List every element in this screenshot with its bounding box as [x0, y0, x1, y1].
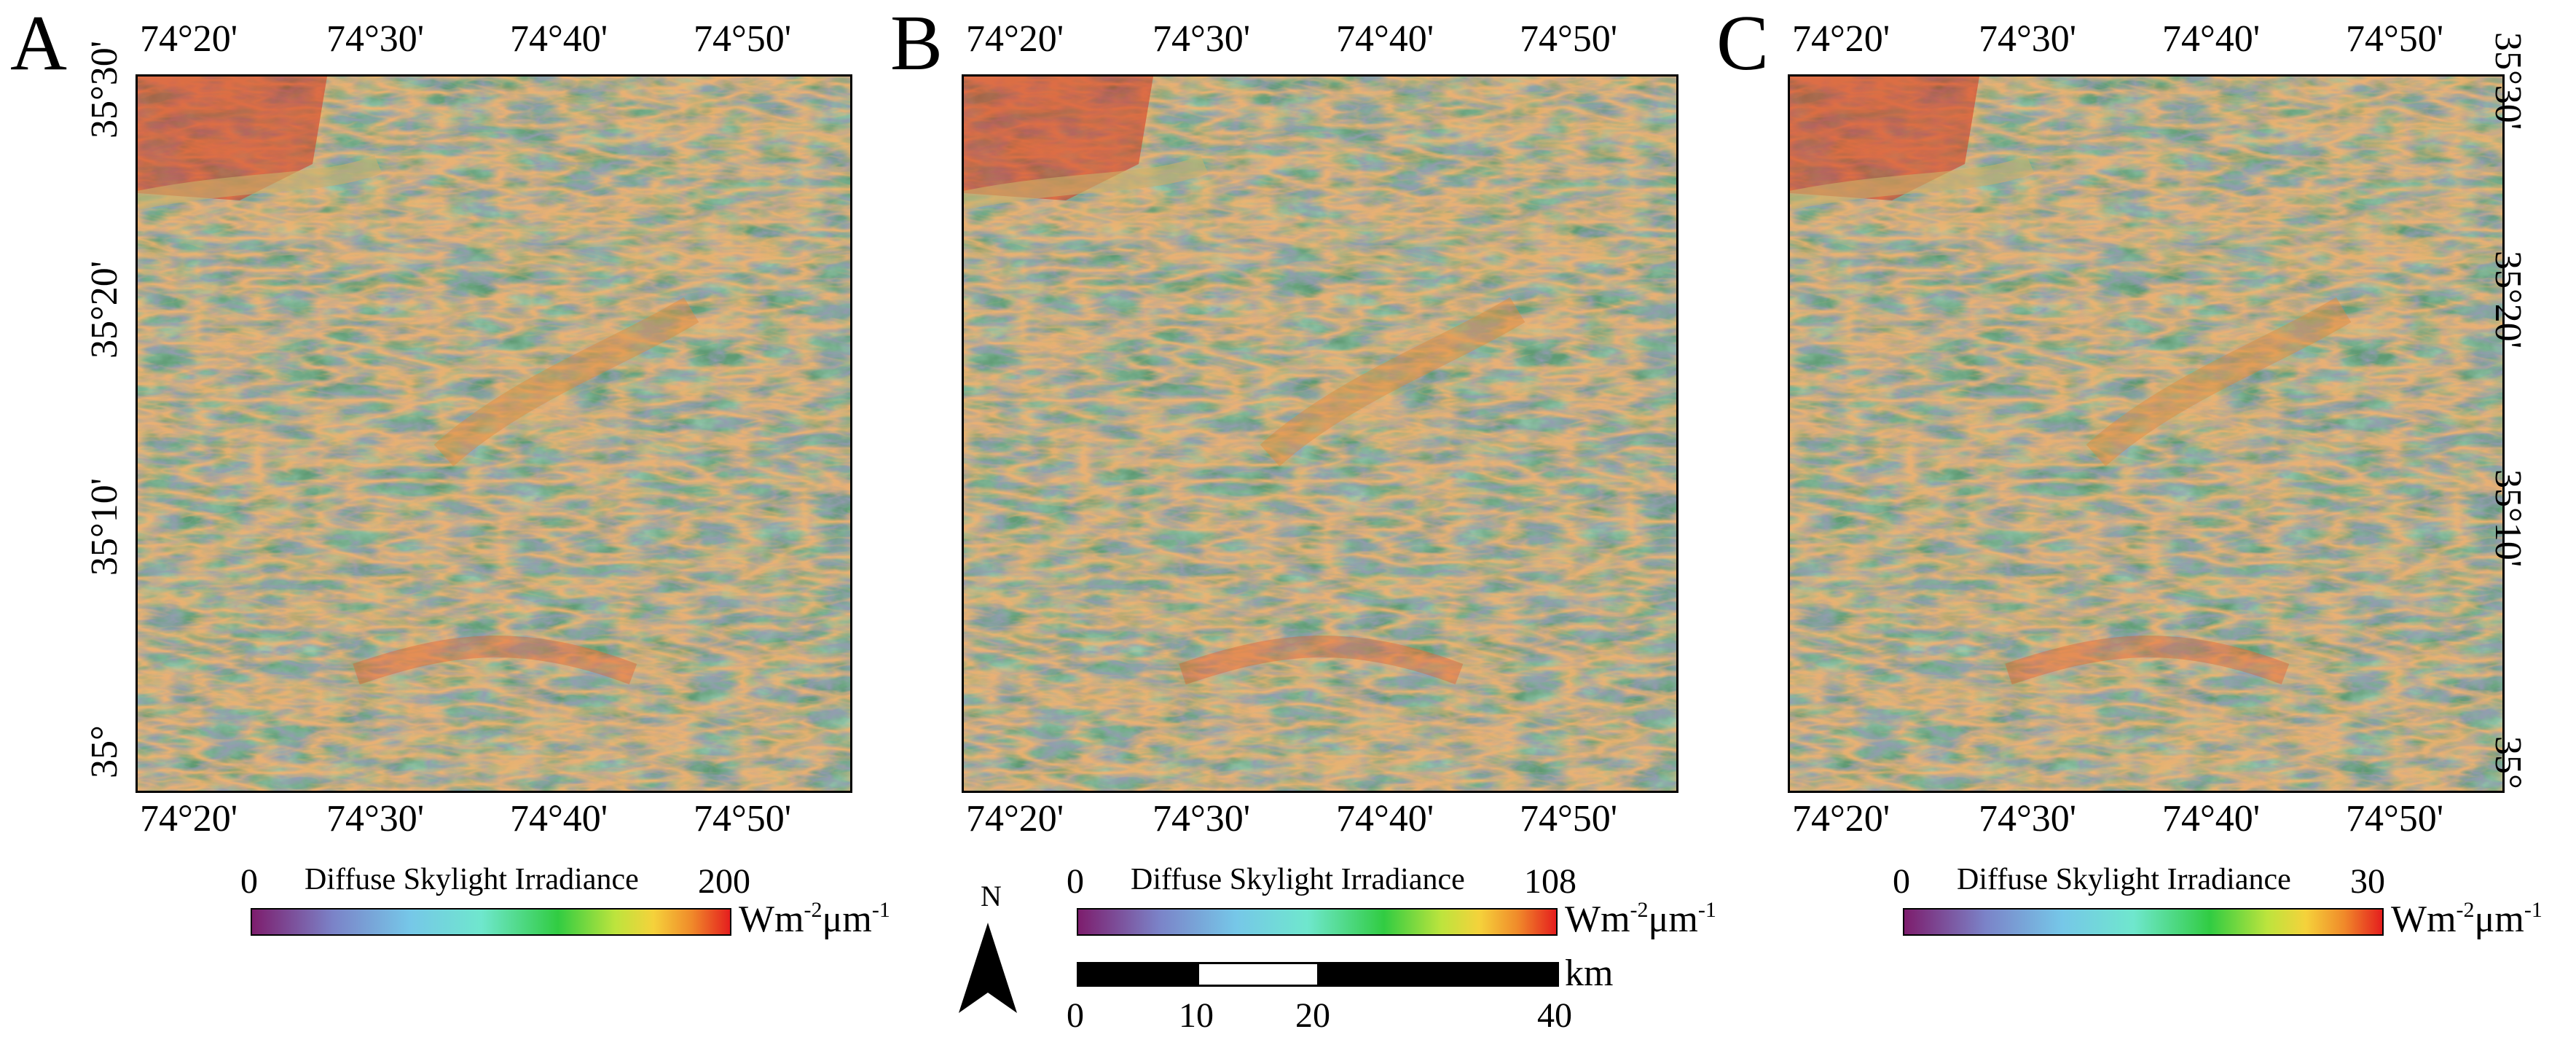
unit-base: Wm [739, 899, 804, 940]
bottom-lon-label: 74°40' [1336, 798, 1434, 840]
unit-base: Wm [2391, 899, 2457, 940]
bottom-lon-label: 74°30' [326, 798, 425, 840]
top-lon-label: 74°30' [326, 18, 425, 60]
scale-seg-2 [1199, 964, 1317, 985]
terrain-map [136, 74, 852, 793]
terrain-map [1788, 74, 2505, 793]
scale-unit: km [1565, 953, 1614, 994]
bottom-lon-label: 74°50' [2346, 798, 2444, 840]
bottom-lon-label: 74°20' [140, 798, 238, 840]
unit-exp: -1 [1697, 898, 1716, 922]
bottom-lon-label: 74°40' [510, 798, 608, 840]
legend-max: 108 [1524, 862, 1576, 901]
legend-unit: Wm-2μm-1 [739, 898, 890, 940]
legend-title: Diffuse Skylight Irradiance [1131, 863, 1465, 896]
legend-min: 0 [1893, 862, 1910, 901]
lat-label: 35°10' [2487, 469, 2529, 568]
scale-bar [1077, 962, 1559, 987]
legend-max: 30 [2350, 862, 2385, 901]
legend-min: 0 [1067, 862, 1084, 901]
top-lon-label: 74°20' [140, 18, 238, 60]
color-ramp-bar [1077, 908, 1558, 936]
panel-letter: C [1716, 0, 1770, 87]
terrain-raster [138, 77, 850, 791]
scale-seg-1 [1079, 964, 1199, 985]
scale-seg-3 [1317, 964, 1557, 985]
top-lon-label: 74°40' [2162, 18, 2261, 60]
bottom-lon-label: 74°30' [1152, 798, 1251, 840]
top-lon-label: 74°40' [1336, 18, 1434, 60]
legend-unit: Wm-2μm-1 [1565, 898, 1716, 940]
terrain-map [962, 74, 1678, 793]
unit-exp: -2 [1630, 898, 1649, 922]
legend-title: Diffuse Skylight Irradiance [305, 863, 639, 896]
top-lon-label: 74°50' [694, 18, 792, 60]
lat-label: 35°20' [2487, 251, 2529, 349]
bottom-lon-label: 74°20' [1792, 798, 1890, 840]
top-lon-label: 74°50' [1520, 18, 1618, 60]
lat-label: 35°30' [2487, 32, 2529, 130]
scale-label: 10 [1179, 996, 1214, 1035]
lat-label: 35°20' [84, 260, 125, 359]
scale-label: 20 [1295, 996, 1330, 1035]
unit-base: Wm [1565, 899, 1630, 940]
north-arrow-icon [959, 923, 1017, 1013]
top-lon-label: 74°30' [1979, 18, 2077, 60]
lat-label: 35°10' [84, 477, 125, 576]
bottom-lon-label: 74°50' [694, 798, 792, 840]
lat-label: 35°30' [84, 40, 125, 138]
top-lon-label: 74°20' [966, 18, 1064, 60]
bottom-lon-label: 74°20' [966, 798, 1064, 840]
top-lon-label: 74°30' [1152, 18, 1251, 60]
panel-b: B 74°20' 74°30' 74°40' 74°50' 74°20' 74°… [826, 0, 1716, 1056]
unit-mid: μm [2474, 899, 2524, 940]
lat-label: 35° [84, 725, 125, 778]
scale-label: 40 [1537, 996, 1572, 1035]
top-lon-label: 74°20' [1792, 18, 1890, 60]
lat-label: 35° [2487, 736, 2529, 789]
color-ramp-bar [251, 908, 731, 936]
panel-letter: B [890, 0, 943, 87]
top-lon-label: 74°40' [510, 18, 608, 60]
bottom-lon-label: 74°40' [2162, 798, 2261, 840]
unit-exp: -2 [2456, 898, 2475, 922]
unit-exp: -1 [2524, 898, 2542, 922]
scale-label: 0 [1067, 996, 1084, 1035]
bottom-lon-label: 74°30' [1979, 798, 2077, 840]
terrain-raster [1790, 77, 2502, 791]
legend-unit: Wm-2μm-1 [2391, 898, 2542, 940]
unit-exp: -2 [804, 898, 822, 922]
panel-a: A 74°20' 74°30' 74°40' 74°50' 74°20' 74°… [0, 0, 890, 1056]
panel-letter: A [10, 0, 67, 87]
unit-exp: -1 [871, 898, 890, 922]
legend-max: 200 [698, 862, 750, 901]
terrain-raster [964, 77, 1676, 791]
color-ramp-bar [1903, 908, 2384, 936]
bottom-lon-label: 74°50' [1520, 798, 1618, 840]
north-label: N [981, 880, 1002, 912]
panel-c: C 74°20' 74°30' 74°40' 74°50' 74°20' 74°… [1652, 0, 2542, 1056]
unit-mid: μm [1648, 899, 1698, 940]
top-lon-label: 74°50' [2346, 18, 2444, 60]
unit-mid: μm [822, 899, 872, 940]
legend-title: Diffuse Skylight Irradiance [1957, 863, 2291, 896]
legend-min: 0 [240, 862, 258, 901]
